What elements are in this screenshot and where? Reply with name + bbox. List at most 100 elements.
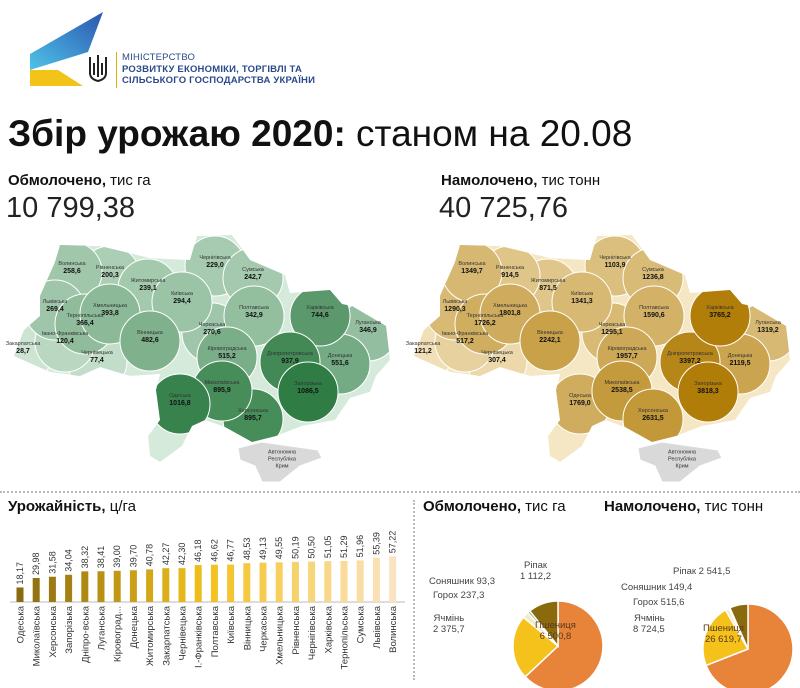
region-shape[interactable] xyxy=(677,361,739,423)
threshed-total: 10 799,38 xyxy=(6,192,136,224)
bar-value-label: 46,77 xyxy=(226,539,236,562)
region-name: Івано-Франківська xyxy=(441,331,489,337)
region-name: Миколаївська xyxy=(604,380,640,386)
region-label: Донецька 551,6 xyxy=(328,353,353,367)
pie-label: Ріпак 2 541,5 xyxy=(673,566,730,577)
region-name: Одеська xyxy=(569,393,591,399)
pie-area-title-bold: Обмолочено, xyxy=(423,498,521,515)
region-value: 517,2 xyxy=(456,338,474,345)
bar-category-label: І.-Франківська xyxy=(194,605,205,668)
ministry-line3: СІЛЬСЬКОГО ГОСПОДАРСТВА УКРАЇНИ xyxy=(122,75,316,86)
pie-slice xyxy=(524,600,603,688)
region-shape[interactable] xyxy=(519,310,581,372)
region-value: 269,4 xyxy=(46,306,64,313)
bar xyxy=(65,574,73,602)
yield-unit: ц/га xyxy=(105,498,136,515)
pie-label-value: 26 619,7 xyxy=(704,634,742,645)
bar-value-label: 38,41 xyxy=(96,546,106,569)
region-name: Дніпропетровська xyxy=(667,351,713,357)
bar xyxy=(162,568,170,602)
threshed-label: Обмолочено, тис га xyxy=(8,172,151,189)
region-label: Запорізька 3818,3 xyxy=(694,381,722,395)
bar-category-label: Донецька xyxy=(129,605,140,648)
region-name: Житомирська xyxy=(530,278,566,284)
bar-category-label: Тернопільська xyxy=(340,605,351,669)
pie-slice xyxy=(728,603,749,650)
region-value: 3818,3 xyxy=(697,388,719,395)
region-value: 871,5 xyxy=(539,285,557,292)
pie-label-name: Пшениця xyxy=(703,623,744,634)
region-shape[interactable] xyxy=(277,361,339,423)
region-value: 346,9 xyxy=(359,327,377,334)
region-label: Кіровоградська 1957,7 xyxy=(608,346,647,360)
region-name: Луганська xyxy=(355,320,381,326)
title-bold: Збір урожаю 2020: xyxy=(8,113,346,154)
pie-label: Пшениця 26 619,7 xyxy=(703,623,744,645)
region-label: Одеська 1016,8 xyxy=(169,393,191,407)
bar-category-label: Вінницька xyxy=(242,605,253,650)
bar-category-label: Дніпро-вська xyxy=(80,605,91,663)
region-value: 1801,8 xyxy=(499,310,521,317)
region-label: Закарпатська 28,7 xyxy=(6,341,41,355)
region-shape[interactable] xyxy=(119,310,181,372)
pie-label: Горох 237,3 xyxy=(433,590,484,601)
pie-label-value: 6 500,8 xyxy=(539,631,572,642)
ministry-line1: МІНІСТЕРСТВО xyxy=(122,52,196,63)
pie-label-name: Пшениця xyxy=(535,620,576,631)
crimea-label: Автономна Республіка Крим xyxy=(668,449,696,470)
region-name: Донецька xyxy=(727,353,753,359)
bar xyxy=(275,562,283,602)
region-value: 1295,1 xyxy=(601,329,623,336)
region-value: 258,6 xyxy=(63,268,81,275)
region-name: Житомирська xyxy=(130,278,166,284)
section-divider xyxy=(0,491,800,493)
bar-category-label: Житомирська xyxy=(145,605,156,666)
bar-value-label: 18,17 xyxy=(15,562,25,585)
region-value: 1769,0 xyxy=(569,400,591,407)
bar xyxy=(324,561,332,602)
region-label: Тернопільська 366,4 xyxy=(67,313,104,327)
pie-label: Соняшник 93,3 xyxy=(429,576,495,587)
bar-value-label: 39,00 xyxy=(112,545,122,568)
region-name: Кіровоградська xyxy=(607,346,647,352)
bar-category-label: Чернівецька xyxy=(178,605,189,660)
region-name: Харківська xyxy=(706,305,734,311)
region-name: Черкаська xyxy=(198,322,226,328)
page-title: Збір урожаю 2020: станом на 20.08 xyxy=(8,113,632,155)
pie-area-unit: тис га xyxy=(520,498,566,515)
region-label: Херсонська 2631,5 xyxy=(638,408,668,422)
region-name: Чернігівська xyxy=(199,255,231,261)
pie-label-value: 2 541,5 xyxy=(698,566,731,577)
pie-label: Горох 515,6 xyxy=(633,597,684,608)
region-label: Київська 1341,3 xyxy=(571,291,593,305)
region-label: Херсонська 895,7 xyxy=(238,408,268,422)
region-value: 307,4 xyxy=(488,357,506,364)
bar-category-label: Херсонська xyxy=(48,605,59,657)
region-value: 2242,1 xyxy=(539,337,561,344)
region-label: Луганська 346,9 xyxy=(355,320,381,334)
bar-value-label: 57,22 xyxy=(388,531,398,554)
region-label: Волинська 1349,7 xyxy=(458,261,485,275)
pie-label-value: 149,4 xyxy=(668,582,693,593)
region-name: Одеська xyxy=(169,393,191,399)
map-svg xyxy=(14,235,390,483)
pie-slice xyxy=(512,616,560,678)
pie-label-value: 93,3 xyxy=(476,576,496,587)
crimea-label: Автономна Республіка Крим xyxy=(268,449,296,470)
map-svg xyxy=(414,235,790,483)
pie-label-name: Ячмінь xyxy=(433,613,465,624)
region-value: 242,7 xyxy=(244,274,262,281)
region-value: 294,4 xyxy=(173,298,191,305)
region-label: Кіровоградська 515,2 xyxy=(208,346,247,360)
bar xyxy=(259,562,267,602)
region-value: 120,4 xyxy=(56,338,74,345)
region-name: Запорізька xyxy=(294,381,322,387)
bar-value-label: 39,70 xyxy=(128,545,138,568)
region-value: 1349,7 xyxy=(461,268,483,275)
bar-category-label: Рівненська xyxy=(291,605,302,654)
region-label: Запорізька 1086,5 xyxy=(294,381,322,395)
crimea-shape xyxy=(637,441,723,483)
region-label: Київська 294,4 xyxy=(171,291,193,305)
region-value: 2538,5 xyxy=(611,387,633,394)
bar-value-label: 50,50 xyxy=(307,536,317,559)
